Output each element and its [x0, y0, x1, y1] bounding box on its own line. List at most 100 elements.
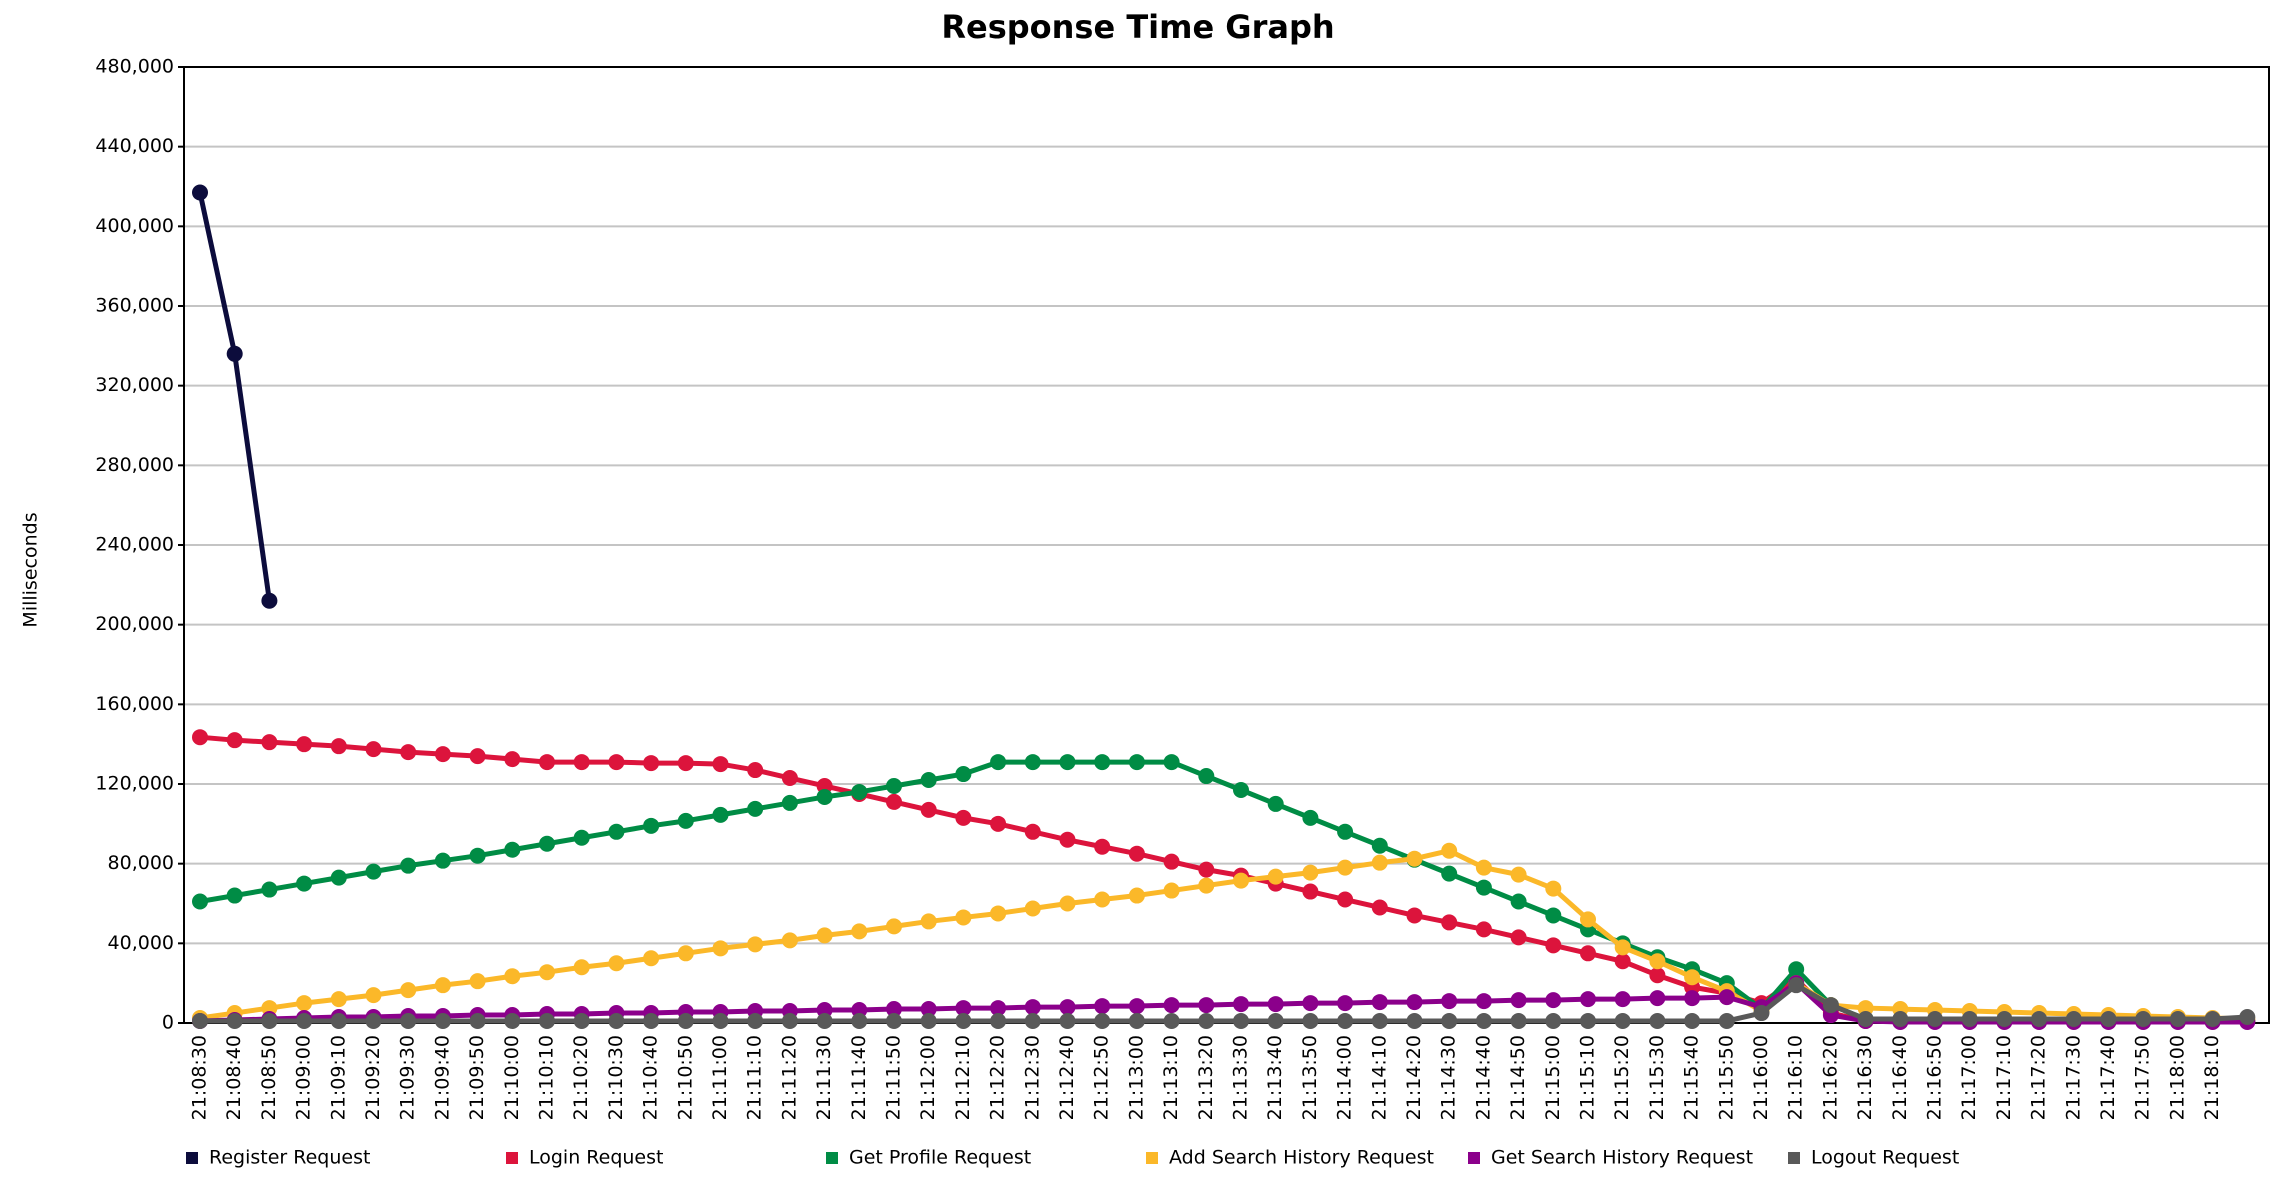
data-point	[1094, 891, 1111, 908]
data-point	[1059, 999, 1076, 1016]
y-tick-label: 240,000	[95, 534, 174, 556]
data-point	[1233, 872, 1249, 889]
data-point	[1267, 868, 1284, 885]
data-point	[816, 1013, 833, 1030]
data-point	[990, 815, 1007, 832]
data-point	[192, 184, 208, 201]
x-tick-label: 21:14:20	[1403, 1035, 1425, 1120]
data-point	[781, 794, 798, 811]
data-point	[1545, 992, 1562, 1009]
data-point	[1302, 809, 1319, 826]
x-tick-label: 21:12:30	[1021, 1035, 1043, 1120]
data-point	[990, 754, 1007, 771]
data-point	[1337, 823, 1354, 840]
data-point	[920, 801, 937, 818]
data-point	[1857, 1000, 1874, 1017]
data-point	[1094, 1013, 1111, 1030]
data-point	[1441, 914, 1458, 931]
data-point	[1545, 880, 1562, 897]
data-point	[955, 1013, 972, 1030]
data-point	[1337, 995, 1354, 1012]
data-point	[1198, 997, 1215, 1014]
data-point	[781, 1013, 798, 1030]
y-tick-label: 200,000	[95, 613, 174, 635]
x-tick-label: 21:09:00	[293, 1035, 315, 1120]
x-tick-label: 21:16:30	[1854, 1035, 1876, 1120]
x-tick-label: 21:15:30	[1646, 1035, 1668, 1120]
data-point	[608, 1013, 625, 1030]
data-point	[955, 809, 972, 826]
data-point	[296, 995, 313, 1012]
data-point	[1753, 1005, 1770, 1022]
data-point	[2100, 1011, 2117, 1028]
x-tick-label: 21:17:50	[2132, 1035, 2154, 1120]
x-tick-label: 21:12:20	[987, 1035, 1009, 1120]
data-point	[1302, 864, 1319, 881]
data-point	[504, 1013, 521, 1030]
data-point	[1892, 1011, 1909, 1028]
data-point	[296, 736, 313, 753]
legend-swatch	[1788, 1152, 1800, 1164]
data-point	[573, 754, 590, 771]
data-point	[1684, 969, 1701, 986]
data-point	[1267, 996, 1284, 1013]
data-point	[677, 812, 694, 829]
data-point	[1614, 1013, 1631, 1030]
data-point	[365, 1013, 382, 1030]
data-point	[469, 1013, 486, 1030]
legend-item: Register Request	[186, 1147, 370, 1169]
data-point	[1059, 831, 1076, 848]
data-point	[539, 1013, 555, 1030]
legend-label: Login Request	[529, 1147, 663, 1169]
data-point	[1614, 991, 1631, 1008]
data-point	[955, 909, 972, 926]
x-tick-label: 21:15:40	[1681, 1035, 1703, 1120]
data-point	[296, 875, 313, 892]
data-point	[1094, 838, 1111, 855]
data-point	[1441, 1013, 1458, 1030]
data-point	[816, 777, 833, 794]
x-tick-label: 21:08:40	[223, 1035, 245, 1120]
data-point	[747, 800, 764, 817]
data-point	[434, 852, 451, 869]
data-point	[296, 1013, 313, 1030]
data-point	[365, 863, 382, 880]
data-point	[886, 1001, 902, 1018]
x-tick-label: 21:17:30	[2062, 1035, 2084, 1120]
legend-label: Get Search History Request	[1491, 1147, 1753, 1169]
data-point	[677, 755, 694, 772]
data-point	[1059, 895, 1076, 912]
data-point	[1510, 893, 1527, 910]
data-point	[1684, 1013, 1701, 1030]
data-point	[573, 959, 590, 976]
data-point	[1163, 882, 1180, 899]
x-tick-label: 21:17:10	[1993, 1035, 2015, 1120]
x-tick-label: 21:12:00	[917, 1035, 939, 1120]
data-point	[1198, 861, 1215, 878]
y-tick-label: 360,000	[95, 295, 174, 317]
x-tick-label: 21:16:40	[1889, 1035, 1911, 1120]
x-tick-label: 21:13:40	[1264, 1035, 1286, 1120]
data-point	[1302, 995, 1319, 1012]
x-tick-label: 21:13:30	[1230, 1035, 1252, 1120]
data-point	[643, 950, 660, 967]
data-point	[261, 592, 278, 609]
data-point	[1024, 754, 1041, 771]
data-point	[886, 793, 902, 810]
data-point	[1545, 1013, 1562, 1030]
data-point	[400, 857, 417, 874]
legend-swatch	[186, 1152, 198, 1164]
data-point	[1580, 991, 1596, 1008]
data-point	[1406, 850, 1423, 867]
data-point	[886, 777, 902, 794]
data-point	[2204, 1011, 2221, 1028]
legend-label: Logout Request	[1811, 1147, 1959, 1169]
x-tick-label: 21:11:40	[848, 1035, 870, 1120]
data-point	[816, 927, 833, 944]
data-point	[1128, 845, 1145, 862]
y-tick-label: 480,000	[95, 56, 174, 78]
x-tick-label: 21:08:30	[189, 1035, 211, 1120]
data-point	[1371, 994, 1388, 1011]
data-point	[261, 1013, 278, 1030]
y-tick-label: 400,000	[95, 215, 174, 237]
